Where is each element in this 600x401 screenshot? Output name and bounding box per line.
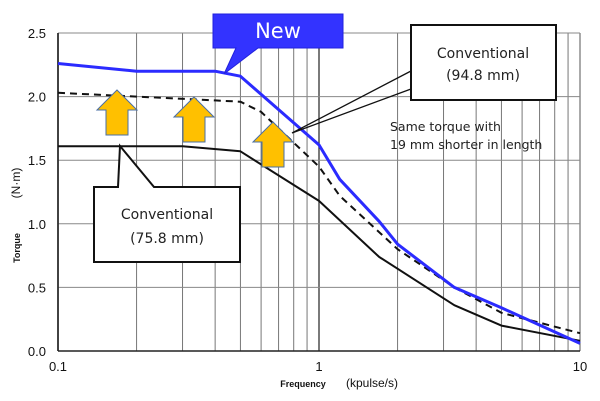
y-tick-label: 0.0 <box>28 344 46 359</box>
y-tick-label: 0.5 <box>28 280 46 295</box>
series-line-conventional-94-8-mm <box>57 91 581 335</box>
y-tick-label: 1.0 <box>28 217 46 232</box>
series-line-conventional-75-8-mm <box>58 145 581 342</box>
y-axis-unit: (N·m) <box>9 168 23 199</box>
new-label: New <box>255 19 301 43</box>
conv94-line2: (94.8 mm) <box>446 68 520 84</box>
y-tick-label: 2.5 <box>28 26 46 41</box>
conv75-line2: (75.8 mm) <box>130 231 204 247</box>
improvement-arrows <box>95 89 295 168</box>
conv75-line1: Conventional <box>121 207 213 223</box>
axis-ticks: 0.0 0.5 1.0 1.5 2.0 2.5 0.1 1 10 <box>28 26 587 374</box>
x-axis-unit: (kpulse/s) <box>346 376 398 390</box>
y-axis-label: Torque <box>12 233 22 263</box>
note-line1: Same torque with <box>390 119 501 134</box>
up-arrow-icon <box>251 121 295 168</box>
note-line2: 19 mm shorter in length <box>390 137 542 152</box>
conv94-line1: Conventional <box>437 46 529 62</box>
x-axis-label: Frequency <box>280 379 326 389</box>
up-arrow-icon <box>95 89 139 136</box>
series-line-new <box>57 62 581 345</box>
conventional-75-callout: Conventional (75.8 mm) <box>93 143 241 263</box>
new-callout: New <box>212 13 344 75</box>
x-tick-label: 1 <box>315 359 322 374</box>
y-tick-label: 2.0 <box>28 90 46 105</box>
x-tick-label: 0.1 <box>49 359 67 374</box>
series-lines <box>57 62 581 345</box>
up-arrow-icon <box>172 96 216 143</box>
x-tick-label: 10 <box>573 359 587 374</box>
y-tick-label: 1.5 <box>28 153 46 168</box>
conventional-94-callout: Conventional (94.8 mm) <box>291 24 557 134</box>
